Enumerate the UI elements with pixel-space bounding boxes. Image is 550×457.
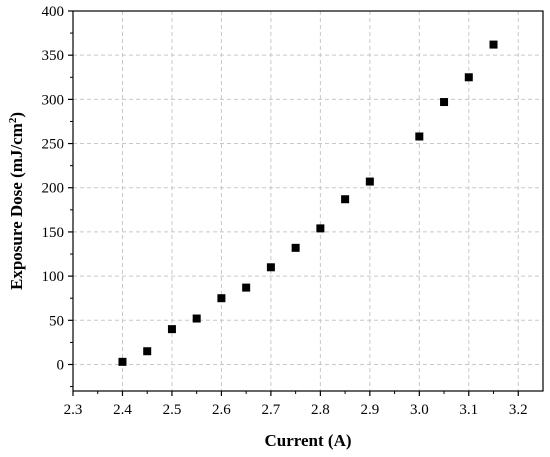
data-point [489, 40, 498, 49]
data-point [118, 357, 127, 366]
minor-ticks [70, 32, 495, 394]
grid [73, 11, 543, 391]
x-tick-label: 3.1 [459, 402, 478, 418]
x-axis-title: Current (A) [264, 431, 351, 450]
x-tick-label: 2.6 [212, 402, 231, 418]
y-tick-label: 350 [42, 48, 65, 64]
data-point [217, 294, 226, 303]
x-tick-label: 2.7 [262, 402, 281, 418]
y-tick-label: 100 [42, 269, 65, 285]
data-point [316, 224, 325, 233]
plot-frame [72, 10, 544, 392]
y-tick-label: 150 [42, 225, 65, 241]
data-point [341, 195, 350, 204]
data-point [440, 98, 449, 107]
data-point [242, 283, 251, 292]
data-point [365, 177, 374, 186]
x-tick-label: 3.2 [509, 402, 528, 418]
data-point [167, 325, 176, 334]
x-axis-ticks: 2.3 2.4 2.5 2.6 2.7 2.8 2.9 3.0 3.1 3.2 [64, 391, 528, 418]
x-tick-label: 2.5 [163, 402, 182, 418]
x-tick-label: 2.3 [64, 402, 83, 418]
y-tick-label: 300 [42, 92, 65, 108]
y-axis-title-suffix: ) [7, 112, 26, 118]
data-point [143, 347, 152, 356]
y-tick-label: 400 [42, 4, 65, 20]
x-tick-label: 2.4 [113, 402, 132, 418]
data-point [266, 263, 275, 272]
y-axis-title: Exposure Dose (mJ/cm2) [7, 112, 26, 290]
data-points [118, 40, 498, 366]
y-tick-label: 50 [49, 313, 64, 329]
x-tick-label: 2.9 [360, 402, 379, 418]
data-point [415, 132, 424, 141]
y-axis-title-main: Exposure Dose (mJ/cm [7, 123, 26, 290]
y-axis-title-superscript: 2 [7, 117, 19, 123]
x-tick-label: 2.8 [311, 402, 330, 418]
data-point [291, 243, 300, 252]
y-axis-ticks: 0 50 100 150 200 250 300 350 400 [42, 4, 73, 373]
data-point [464, 73, 473, 82]
x-tick-label: 3.0 [410, 402, 429, 418]
y-tick-label: 250 [42, 137, 65, 153]
data-point [192, 314, 201, 323]
y-tick-label: 200 [42, 181, 65, 197]
y-tick-label: 0 [57, 357, 65, 373]
